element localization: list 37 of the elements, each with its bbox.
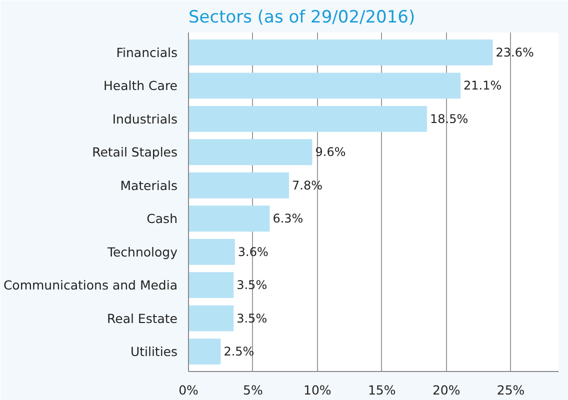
x-tick-label: 20% (432, 382, 460, 398)
y-tick-label: Retail Staples (92, 144, 178, 160)
y-tick-label: Industrials (112, 111, 178, 126)
data-label: 23.6% (496, 45, 534, 60)
bar (188, 106, 427, 132)
data-label: 18.5% (430, 112, 468, 126)
y-tick-label: Utilities (130, 344, 178, 360)
y-tick-label: Communications and Media (3, 278, 178, 293)
x-tick-label: 10% (304, 382, 332, 398)
y-tick-label: Cash (146, 211, 178, 226)
bar (188, 206, 270, 232)
bar (188, 305, 234, 332)
bar (188, 172, 290, 198)
data-label: 3.5% (236, 311, 268, 326)
chart-title: Sectors (as of 29/02/2016) (188, 8, 416, 28)
x-tick-label: 5% (243, 382, 263, 398)
y-tick-label: Real Estate (107, 310, 178, 326)
x-tick-label: 15% (368, 382, 396, 398)
y-tick-label: Materials (120, 178, 178, 193)
data-label: 9.6% (315, 145, 346, 160)
data-label: 3.6% (238, 244, 268, 259)
x-tick-label: 25% (496, 382, 525, 398)
bar (188, 338, 221, 365)
bar (188, 272, 234, 298)
bar (188, 72, 461, 99)
bar (188, 139, 312, 166)
data-label: 6.3% (272, 212, 304, 226)
y-tick-label: Health Care (104, 78, 178, 94)
data-label: 21.1% (464, 78, 502, 93)
y-tick-label: Financials (116, 44, 178, 60)
x-tick-label: 0% (178, 382, 199, 398)
bar (188, 39, 493, 66)
bar (188, 238, 235, 265)
data-label: 2.5% (224, 344, 254, 359)
data-label: 7.8% (292, 178, 323, 192)
y-tick-label: Technology (106, 244, 178, 260)
data-label: 3.5% (236, 278, 268, 292)
